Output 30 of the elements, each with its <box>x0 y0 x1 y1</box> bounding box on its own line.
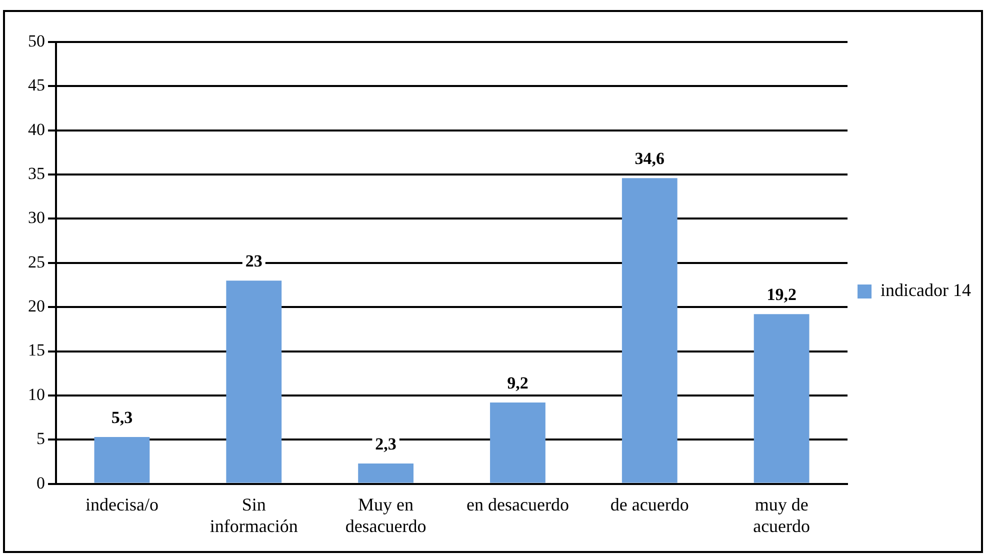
bar <box>754 314 810 483</box>
legend-label: indicador 14 <box>880 280 972 300</box>
bar <box>490 402 546 483</box>
data-label: 34,6 <box>634 148 665 168</box>
data-label: 19,2 <box>766 285 796 304</box>
bar <box>622 178 678 483</box>
y-tick-label: 50 <box>28 31 45 50</box>
y-tick-label: 0 <box>36 473 45 492</box>
x-tick-label: Muy en desacuerdo <box>345 494 426 536</box>
bar <box>94 436 150 483</box>
bar <box>226 280 282 483</box>
y-tick-label: 10 <box>28 384 45 404</box>
x-tick-label: indecisa/o <box>85 494 158 514</box>
y-tick-label: 5 <box>36 429 45 448</box>
data-label: 23 <box>245 251 262 270</box>
y-tick-label: 30 <box>28 208 45 228</box>
y-tick-label: 25 <box>28 252 45 272</box>
x-tick-label: Sin información <box>210 494 298 536</box>
x-tick-label: de acuerdo <box>610 494 689 514</box>
y-tick-label: 40 <box>28 120 45 139</box>
data-label: 9,2 <box>507 373 528 392</box>
y-tick-label: 35 <box>28 164 45 184</box>
x-tick-label: en desacuerdo <box>466 494 569 514</box>
data-label: 5,3 <box>111 408 133 427</box>
x-tick-label: muy de acuerdo <box>753 494 810 536</box>
y-tick-label: 45 <box>28 76 45 95</box>
data-label: 2,3 <box>375 434 396 454</box>
bar <box>358 463 414 483</box>
y-tick-label: 20 <box>28 296 45 316</box>
y-tick-label: 15 <box>28 340 45 360</box>
